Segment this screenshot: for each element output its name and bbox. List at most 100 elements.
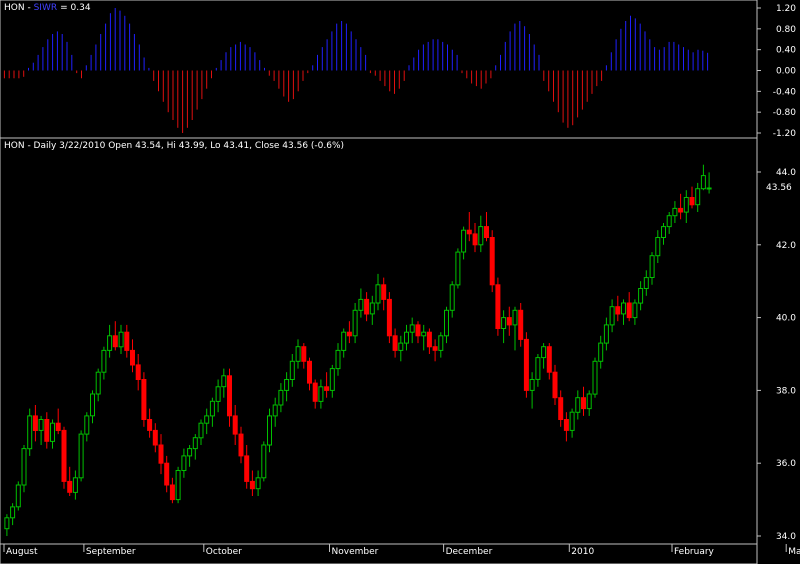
candle-down	[392, 335, 398, 351]
indicator-y-tick-label: -1.20	[773, 129, 797, 139]
indicator-y-tick-label: -0.40	[773, 87, 797, 97]
time-axis-tick-label: September	[86, 547, 136, 557]
candle-down	[689, 197, 695, 206]
candle-down	[147, 419, 153, 431]
candle-up	[221, 375, 227, 388]
candle-up	[118, 331, 124, 348]
candle-up	[398, 342, 404, 351]
candle-up	[352, 309, 358, 337]
candle-up	[278, 389, 284, 406]
candle-up	[512, 309, 518, 326]
candle-up	[706, 187, 712, 190]
candle-up	[50, 422, 55, 442]
candle-up	[192, 437, 198, 450]
candle-down	[381, 284, 387, 300]
candle-up	[404, 331, 409, 344]
candle-up	[10, 506, 16, 519]
price-y-tick-label: 38.0	[776, 386, 796, 396]
candle-down	[135, 364, 141, 380]
candle-up	[598, 342, 604, 362]
candle-up	[341, 331, 347, 351]
candle-up	[592, 360, 598, 395]
price-candles	[4, 164, 712, 536]
candle-up	[107, 335, 113, 351]
candle-up	[672, 207, 678, 217]
time-axis-tick-label: November	[332, 547, 379, 557]
time-axis-ticks: August September October November December 20…	[3, 544, 800, 557]
time-axis: August September October November December 20…	[0, 543, 800, 564]
candle-up	[181, 455, 187, 471]
time-axis-tick-label: March	[788, 547, 800, 557]
price-y-axis: 44.0 42.0 40.0 38.0 36.0 34.0	[757, 168, 796, 542]
candle-up	[175, 470, 181, 501]
candle-down	[558, 397, 564, 421]
candle-up	[586, 393, 592, 410]
candle-down	[227, 375, 232, 417]
candle-down	[152, 429, 158, 446]
indicator-y-tick-label: 0.40	[776, 46, 796, 56]
candle-down	[518, 309, 524, 340]
candle-up	[569, 411, 575, 431]
candle-up	[649, 255, 655, 278]
candle-up	[255, 477, 261, 490]
candle-up	[101, 349, 107, 373]
candle-up	[632, 302, 638, 319]
candle-down	[324, 386, 330, 391]
candle-down	[238, 433, 244, 457]
candle-up	[90, 393, 95, 417]
candle-up	[438, 335, 444, 351]
last-price-label: 43.56	[766, 183, 792, 193]
indicator-header: HON - SIWR = 0.34	[4, 3, 91, 13]
candle-up	[215, 386, 221, 402]
candle-up	[603, 324, 609, 344]
indicator-name: SIWR	[34, 3, 58, 13]
candle-up	[21, 448, 27, 486]
candle-up	[449, 284, 455, 311]
candle-down	[506, 317, 512, 326]
candle-down	[158, 444, 164, 464]
candle-down	[415, 324, 421, 337]
candle-down	[495, 284, 501, 329]
candle-up	[335, 349, 341, 370]
candle-up	[501, 317, 507, 330]
candle-down	[112, 335, 118, 348]
candle-up	[272, 404, 278, 417]
time-axis-tick-label: February	[674, 547, 715, 557]
candle-down	[61, 429, 67, 482]
candle-up	[27, 415, 33, 450]
candle-up	[444, 309, 449, 337]
candle-down	[523, 338, 529, 391]
indicator-y-tick-label: 0.00	[776, 67, 796, 77]
candle-up	[643, 277, 649, 290]
indicator-value: = 0.34	[60, 3, 91, 13]
candle-down	[346, 331, 352, 337]
indicator-panel: HON - SIWR = 0.34 1.20 0.80 0.40 0.00 -0.40 -0…	[0, 0, 796, 139]
time-axis-frame	[0, 543, 758, 564]
candle-down	[546, 346, 552, 373]
candle-up	[4, 517, 10, 530]
candle-up	[72, 477, 78, 493]
time-axis-tick-label: October	[206, 547, 242, 557]
candle-up	[461, 229, 467, 253]
candle-down	[164, 462, 170, 486]
candle-up	[609, 306, 615, 326]
indicator-separator: -	[25, 3, 34, 13]
candle-down	[466, 229, 472, 235]
candle-up	[541, 346, 547, 359]
indicator-y-tick-label: 1.20	[776, 4, 796, 14]
candle-up	[369, 302, 375, 315]
candle-down	[426, 331, 432, 348]
candle-up	[261, 444, 267, 479]
candle-down	[563, 419, 569, 431]
candle-up	[661, 226, 666, 239]
candle-up	[78, 433, 84, 479]
candle-up	[209, 400, 215, 417]
candle-up	[358, 298, 364, 311]
candle-down	[312, 382, 318, 402]
candle-down	[472, 233, 478, 246]
candle-down	[124, 331, 130, 351]
candle-up	[655, 237, 661, 257]
candle-down	[307, 360, 312, 384]
